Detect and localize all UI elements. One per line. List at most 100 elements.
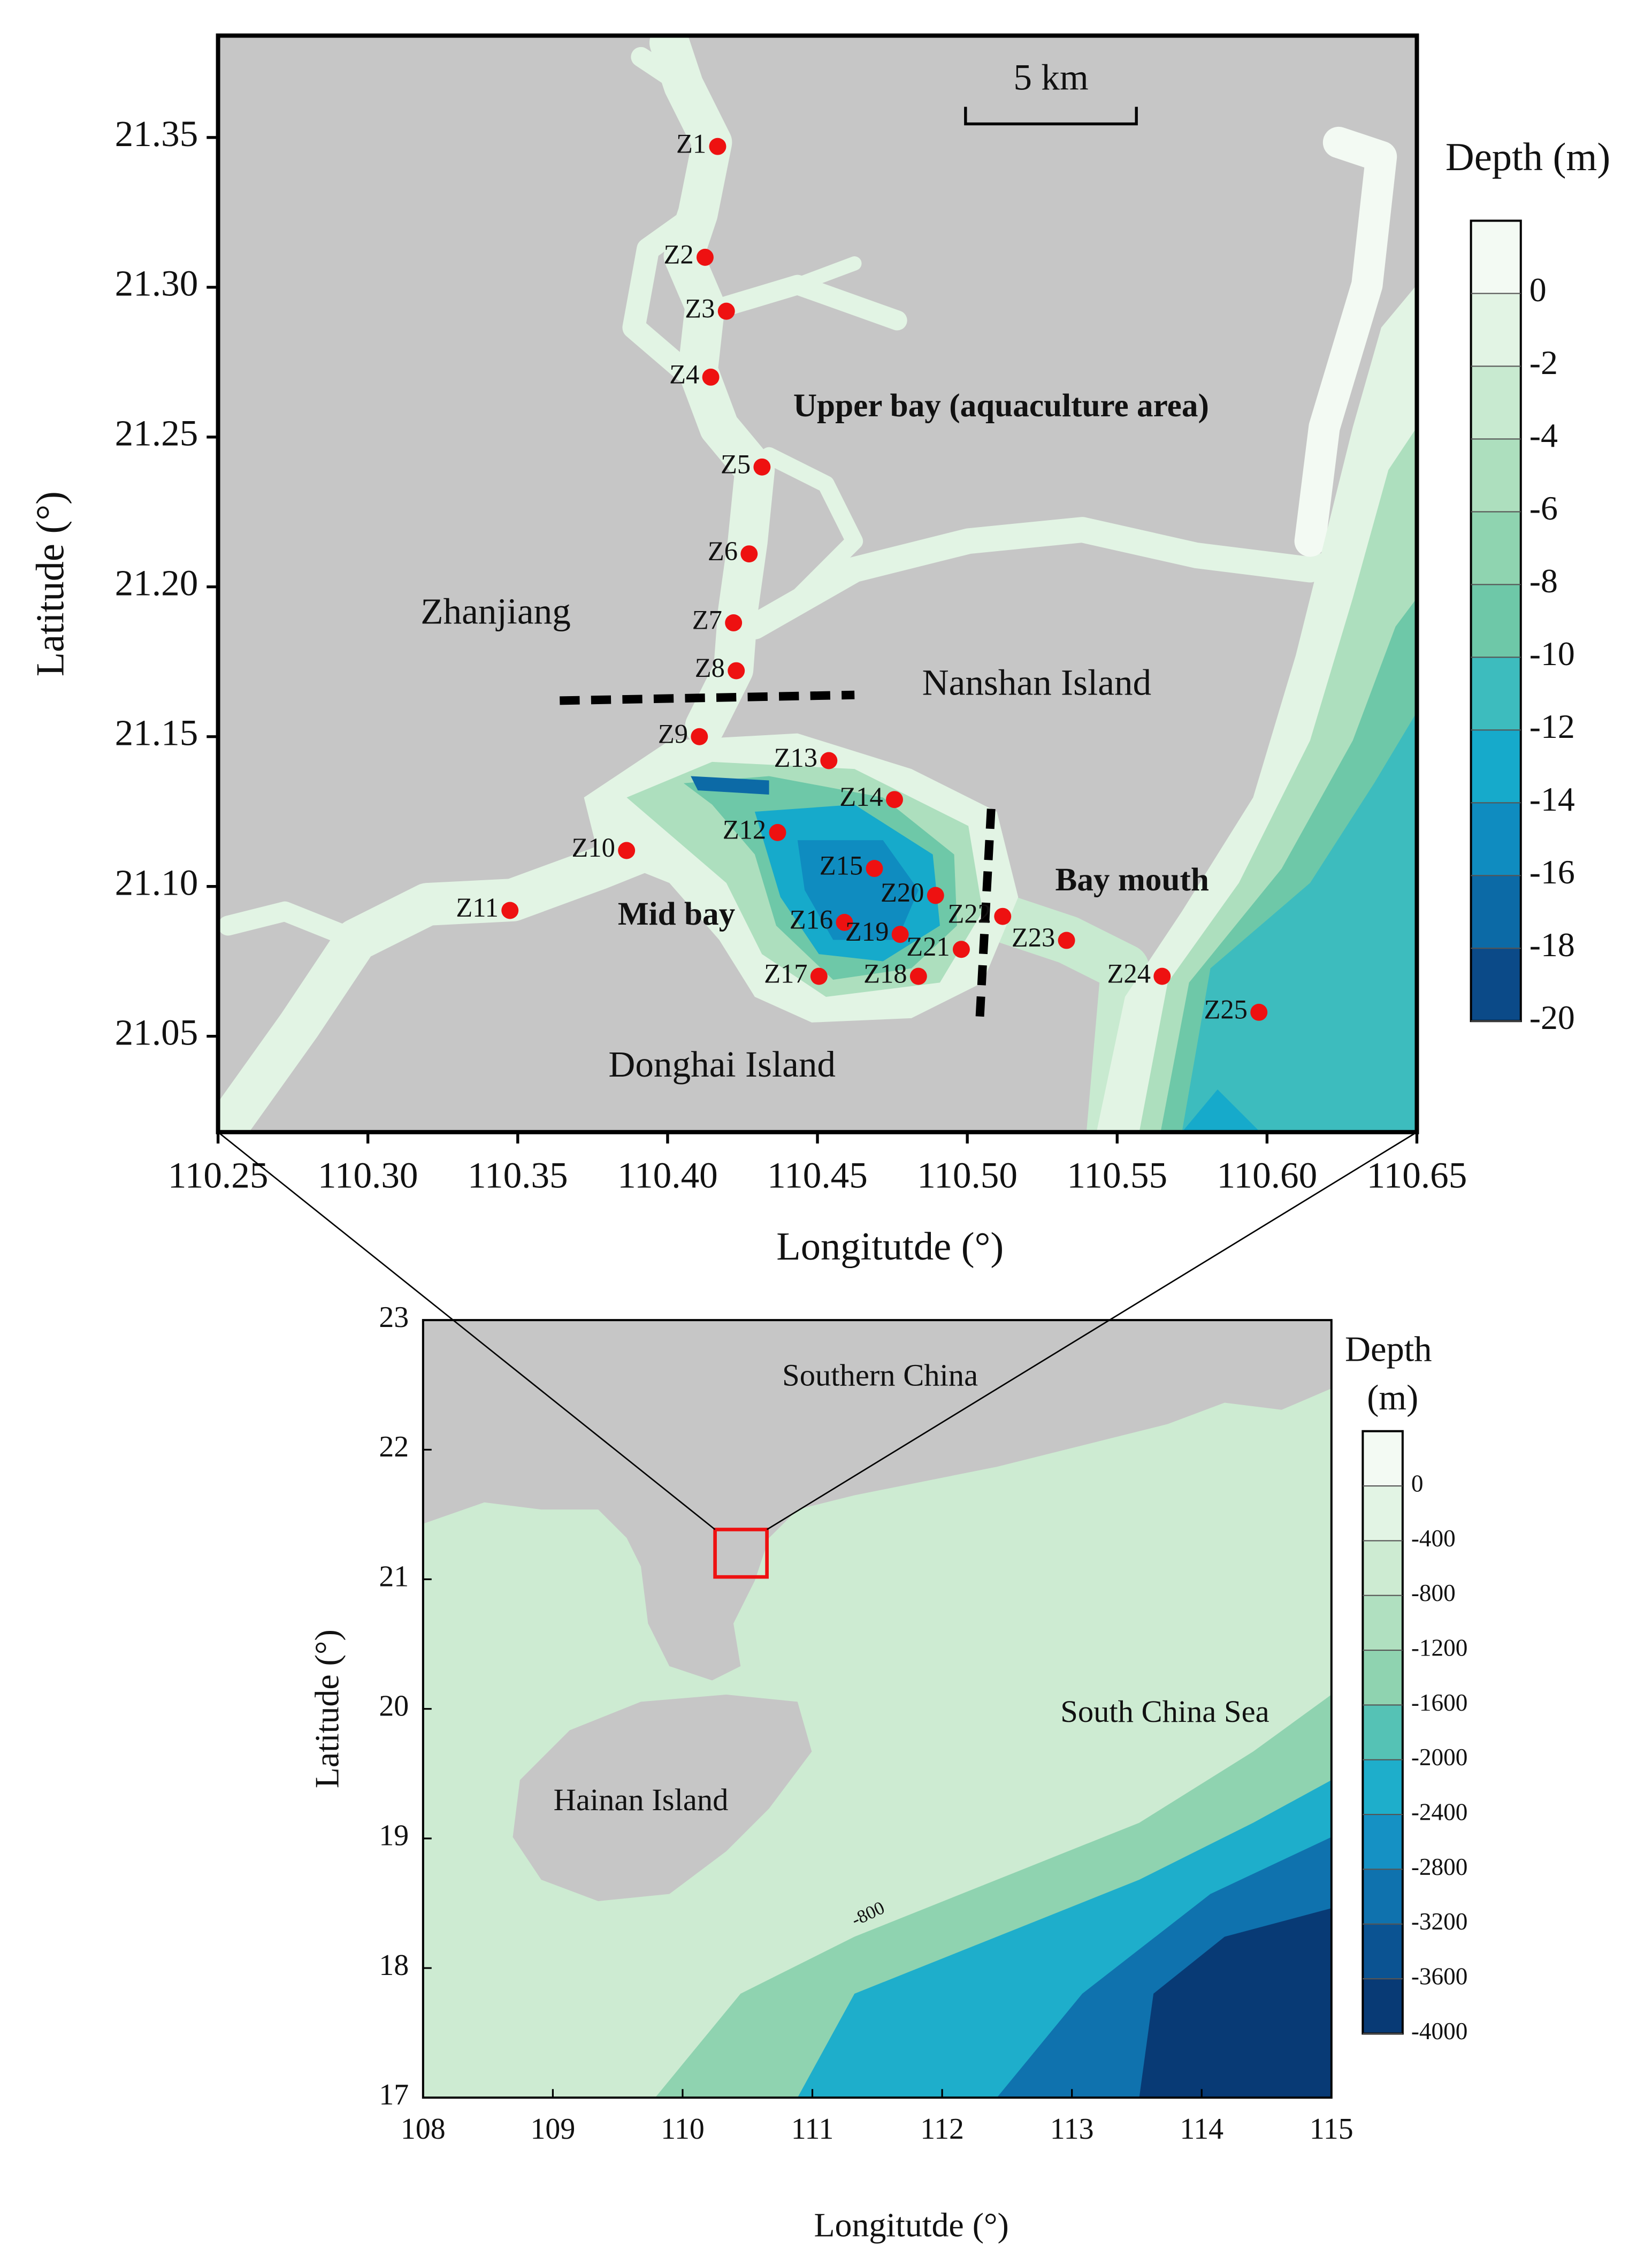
colorbar-band [1471, 293, 1521, 367]
colorbar-tick-label: -800 [1411, 1580, 1456, 1606]
region-label: Southern China [782, 1358, 978, 1393]
x-tick-label: 115 [1310, 2112, 1353, 2146]
colorbar-band [1363, 1540, 1403, 1596]
colorbar-tick-label: -4000 [1411, 2018, 1468, 2045]
colorbar-tick-label: -3200 [1411, 1908, 1468, 1935]
y-tick-label: 19 [379, 1819, 409, 1852]
station [836, 913, 853, 931]
region-label: Upper bay (aquaculture area) [793, 387, 1209, 424]
station-label: Z14 [839, 782, 883, 812]
region-label: Zhanjiang [420, 591, 571, 632]
colorbar-tick-label: -1200 [1411, 1634, 1468, 1661]
station-label: Z9 [658, 719, 688, 749]
station [1058, 932, 1075, 949]
region-label: Hainan Island [554, 1782, 729, 1817]
region-label: Mid bay [618, 896, 735, 932]
station-label: Z17 [764, 958, 807, 988]
station [725, 614, 743, 631]
main-map [218, 35, 1417, 1132]
y-tick-label: 22 [379, 1430, 409, 1463]
x-tick-label: 111 [791, 2112, 834, 2146]
station-label: Z21 [906, 932, 950, 962]
y-tick-label: 23 [379, 1301, 409, 1334]
boundary-line [560, 690, 855, 705]
y-tick-label: 21 [379, 1560, 409, 1593]
y-tick-label: 21.15 [115, 712, 198, 753]
station [891, 926, 909, 943]
station-label: Z22 [948, 898, 991, 928]
station [866, 860, 883, 878]
colorbar-tick-label: -18 [1529, 926, 1575, 964]
station-label: Z10 [571, 833, 615, 863]
station-label: Z23 [1012, 922, 1055, 952]
colorbar-band [1471, 803, 1521, 876]
station-label: Z4 [669, 359, 699, 389]
station-label: Z15 [820, 851, 863, 881]
station [886, 791, 903, 809]
station [927, 887, 944, 904]
land [423, 1320, 1332, 1681]
station [717, 302, 735, 320]
station-label: Z25 [1204, 994, 1248, 1024]
colorbar-tick-label: 0 [1411, 1470, 1424, 1497]
x-tick-label: 112 [920, 2112, 964, 2146]
y-tick-label: 21.05 [115, 1012, 198, 1053]
colorbar-tick-label: -2 [1529, 344, 1558, 382]
colorbar-title: Depth [1345, 1330, 1432, 1369]
colorbar-title: (m) [1367, 1378, 1418, 1417]
x-tick-label: 110.40 [617, 1155, 718, 1196]
station [501, 902, 519, 919]
station [696, 248, 714, 266]
station-label: Z11 [456, 893, 499, 922]
x-tick-label: 108 [401, 2112, 446, 2146]
y-tick-label: 21.35 [115, 113, 198, 154]
colorbar-band [1471, 948, 1521, 1021]
colorbar-band [1471, 512, 1521, 585]
station-label: Z20 [881, 878, 924, 907]
extent-box [713, 1528, 769, 1579]
colorbar-band [1363, 1814, 1403, 1870]
land [513, 1695, 812, 1901]
station [702, 368, 720, 386]
zoom-connector [766, 1131, 1418, 1530]
x-axis-title: Longitutde (°) [814, 2206, 1009, 2244]
y-tick-label: 20 [379, 1689, 409, 1722]
station [709, 138, 726, 155]
station-label: Z1 [676, 128, 706, 158]
x-axis-title: Longitutde (°) [776, 1225, 1004, 1269]
x-tick-label: 110.30 [318, 1155, 418, 1196]
colorbar-title: Depth (m) [1446, 135, 1610, 179]
zoom-connector [217, 1131, 716, 1530]
colorbar-tick-label: -4 [1529, 416, 1558, 454]
station [1153, 967, 1171, 985]
colorbar-tick-label: -8 [1529, 562, 1558, 600]
colorbar-band [1363, 1924, 1403, 1979]
colorbar-band [1363, 1705, 1403, 1760]
colorbar-tick-label: 0 [1529, 271, 1547, 309]
colorbar-tick-label: -16 [1529, 853, 1575, 891]
x-tick-label: 113 [1050, 2112, 1094, 2146]
colorbar-band [1471, 875, 1521, 949]
colorbar-tick-label: -14 [1529, 780, 1575, 818]
colorbar-band [1471, 366, 1521, 439]
scale-bar [964, 106, 1138, 126]
station [952, 941, 970, 958]
colorbar-tick-label: -12 [1529, 707, 1575, 745]
colorbar-tick-label: -2400 [1411, 1798, 1468, 1825]
station [740, 545, 758, 563]
x-tick-label: 110.45 [767, 1155, 868, 1196]
station [753, 458, 771, 476]
station [769, 823, 786, 841]
station-label: Z24 [1107, 958, 1151, 988]
colorbar-band [1471, 730, 1521, 803]
station-label: Z6 [708, 536, 738, 566]
station [994, 907, 1012, 925]
y-axis-title: Latitude (°) [308, 1629, 346, 1788]
y-tick-label: 21.30 [115, 263, 198, 304]
colorbar-tick-label: -6 [1529, 489, 1558, 527]
x-tick-label: 110.25 [168, 1155, 269, 1196]
station-label: Z2 [664, 239, 694, 269]
y-tick-label: 21.10 [115, 862, 198, 903]
station [728, 662, 745, 680]
